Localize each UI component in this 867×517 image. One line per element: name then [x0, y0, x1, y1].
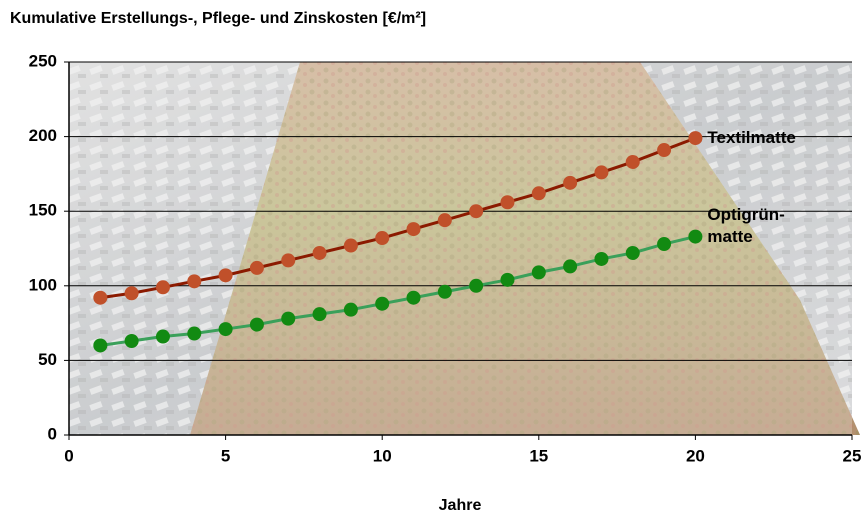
background-photo — [69, 62, 860, 435]
data-point — [594, 252, 608, 266]
data-point — [187, 274, 201, 288]
data-point — [125, 286, 139, 300]
data-point — [93, 291, 107, 305]
data-point — [375, 297, 389, 311]
data-point — [469, 204, 483, 218]
x-tick-label: 25 — [843, 446, 862, 465]
data-point — [657, 237, 671, 251]
data-point — [563, 259, 577, 273]
data-point — [626, 155, 640, 169]
data-point — [313, 246, 327, 260]
data-point — [657, 143, 671, 157]
page: Kumulative Erstellungs-, Pflege- und Zin… — [0, 0, 867, 517]
y-tick-label: 100 — [29, 275, 57, 294]
data-point — [438, 213, 452, 227]
data-point — [219, 268, 233, 282]
data-point — [125, 334, 139, 348]
data-point — [688, 230, 702, 244]
x-tick-label: 10 — [373, 446, 392, 465]
data-point — [187, 327, 201, 341]
y-tick-label: 200 — [29, 126, 57, 145]
data-point — [344, 303, 358, 317]
data-point — [469, 279, 483, 293]
x-tick-label: 20 — [686, 446, 705, 465]
data-point — [156, 280, 170, 294]
data-point — [407, 222, 421, 236]
data-point — [156, 330, 170, 344]
data-point — [500, 195, 514, 209]
data-point — [500, 273, 514, 287]
x-tick-label: 15 — [529, 446, 548, 465]
data-point — [344, 239, 358, 253]
data-point — [407, 291, 421, 305]
chart: Kumulative Erstellungs-, Pflege- und Zin… — [0, 0, 867, 517]
series-label: Optigrün-matte — [707, 204, 802, 248]
data-point — [250, 318, 264, 332]
data-point — [281, 253, 295, 267]
data-point — [626, 246, 640, 260]
data-point — [219, 322, 233, 336]
data-point — [688, 131, 702, 145]
y-tick-label: 50 — [38, 350, 57, 369]
series-label: Textilmatte — [707, 127, 802, 149]
x-tick-label: 5 — [221, 446, 230, 465]
data-point — [281, 312, 295, 326]
y-tick-label: 0 — [48, 424, 57, 443]
data-point — [250, 261, 264, 275]
data-point — [375, 231, 389, 245]
data-point — [532, 265, 546, 279]
x-tick-label: 0 — [64, 446, 73, 465]
data-point — [532, 186, 546, 200]
chart-title: Kumulative Erstellungs-, Pflege- und Zin… — [10, 10, 426, 27]
data-point — [313, 307, 327, 321]
y-tick-label: 150 — [29, 201, 57, 220]
x-axis-title: Jahre — [439, 497, 482, 514]
data-point — [438, 285, 452, 299]
data-point — [563, 176, 577, 190]
data-point — [594, 165, 608, 179]
y-tick-label: 250 — [29, 51, 57, 70]
data-point — [93, 338, 107, 352]
